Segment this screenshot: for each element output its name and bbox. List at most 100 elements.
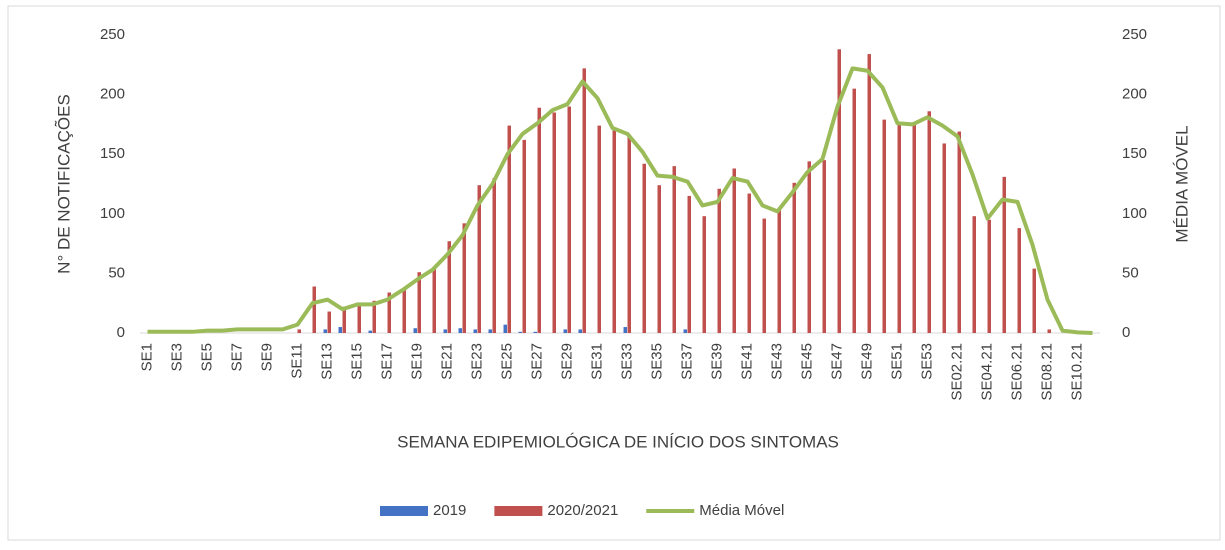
- bar: [372, 300, 376, 333]
- x-tick-label: SE04.21: [978, 343, 995, 401]
- bar: [672, 166, 676, 333]
- bar: [417, 272, 421, 333]
- bar: [1017, 228, 1021, 333]
- bar: [327, 311, 331, 333]
- x-tick-label: SE21: [438, 343, 455, 380]
- y-axis-label: N° DE NOTIFICAÇÕES: [54, 94, 73, 274]
- bar: [552, 112, 556, 333]
- bar: [402, 287, 406, 333]
- bar: [563, 329, 567, 333]
- y-tick-label: 150: [100, 145, 125, 162]
- bar: [852, 88, 856, 333]
- bar: [897, 124, 901, 334]
- bar: [473, 329, 477, 333]
- bar: [503, 324, 507, 333]
- bar: [1002, 176, 1006, 333]
- bar: [1047, 329, 1051, 333]
- x-tick-label: SE39: [708, 343, 725, 380]
- x-tick-label: SE45: [798, 343, 815, 380]
- x-tick-label: SE25: [498, 343, 515, 380]
- x-tick-label: SE06.21: [1008, 343, 1025, 401]
- x-tick-label: SE47: [828, 343, 845, 380]
- y2-tick-label: 0: [1122, 324, 1130, 341]
- x-tick-label: SE27: [528, 343, 545, 380]
- bar: [357, 303, 361, 333]
- bar: [972, 216, 976, 333]
- y-tick-label: 100: [100, 205, 125, 222]
- bar: [882, 119, 886, 333]
- legend-label: 2020/2021: [547, 502, 618, 519]
- x-tick-label: SE43: [768, 343, 785, 380]
- bar: [492, 178, 496, 333]
- bar: [342, 306, 346, 333]
- x-tick-label: SE29: [558, 343, 575, 380]
- bar: [567, 106, 571, 334]
- x-tick-label: SE3: [168, 343, 185, 371]
- x-tick-label: SE7: [228, 343, 245, 371]
- bar: [957, 131, 961, 333]
- x-tick-label: SE41: [738, 343, 755, 380]
- y-tick-label: 250: [100, 26, 125, 43]
- y-tick-label: 50: [108, 264, 125, 281]
- bar: [912, 124, 916, 334]
- x-tick-label: SE08.21: [1038, 343, 1055, 401]
- bar: [942, 143, 946, 333]
- bar: [537, 107, 541, 333]
- bar: [578, 329, 582, 333]
- bar: [297, 329, 301, 333]
- bar: [387, 292, 391, 333]
- x-tick-label: SE19: [408, 343, 425, 380]
- legend-label: Média Móvel: [699, 502, 784, 519]
- x-tick-label: SE17: [378, 343, 395, 380]
- bar: [477, 185, 481, 333]
- bar: [822, 160, 826, 333]
- y2-axis-label: MÉDIA MÓVEL: [1172, 125, 1191, 242]
- x-tick-label: SE33: [618, 343, 635, 380]
- y-tick-label: 0: [117, 324, 125, 341]
- y2-tick-label: 100: [1122, 205, 1147, 222]
- bar: [927, 111, 931, 334]
- bar: [1032, 268, 1036, 333]
- bar: [323, 329, 327, 333]
- x-tick-label: SE13: [318, 343, 335, 380]
- x-tick-label: SE31: [588, 343, 605, 380]
- bar: [312, 286, 316, 333]
- bar: [533, 331, 537, 333]
- bar: [987, 219, 991, 333]
- bar: [717, 188, 721, 333]
- x-tick-label: SE37: [678, 343, 695, 380]
- legend-swatch: [380, 506, 428, 516]
- bar: [792, 182, 796, 333]
- legend-label: 2019: [433, 502, 466, 519]
- bar: [732, 168, 736, 333]
- bar: [458, 328, 462, 333]
- y2-tick-label: 50: [1122, 264, 1139, 281]
- bar: [597, 125, 601, 333]
- bar: [413, 328, 417, 333]
- x-tick-label: SE53: [918, 343, 935, 380]
- x-tick-label: SE11: [288, 343, 305, 379]
- y2-tick-label: 250: [1122, 26, 1147, 43]
- x-tick-label: SE51: [888, 343, 905, 380]
- x-tick-label: SE23: [468, 343, 485, 380]
- x-tick-label: SE35: [648, 343, 665, 380]
- bar: [522, 139, 526, 333]
- x-tick-label: SE5: [198, 343, 215, 371]
- bar: [462, 223, 466, 333]
- bar: [338, 327, 342, 333]
- bar: [507, 125, 511, 333]
- bar: [612, 130, 616, 333]
- bar: [837, 49, 841, 333]
- bar: [443, 329, 447, 333]
- bar: [368, 330, 372, 333]
- x-tick-label: SE1: [138, 343, 155, 371]
- bar: [867, 54, 871, 334]
- x-tick-label: SE02.21: [948, 343, 965, 401]
- y-tick-label: 200: [100, 86, 125, 103]
- legend-swatch: [494, 506, 543, 516]
- bar: [683, 329, 687, 333]
- moving-average-line: [147, 66, 1093, 335]
- bar: [488, 329, 492, 333]
- x-tick-label: SE10.21: [1068, 343, 1085, 401]
